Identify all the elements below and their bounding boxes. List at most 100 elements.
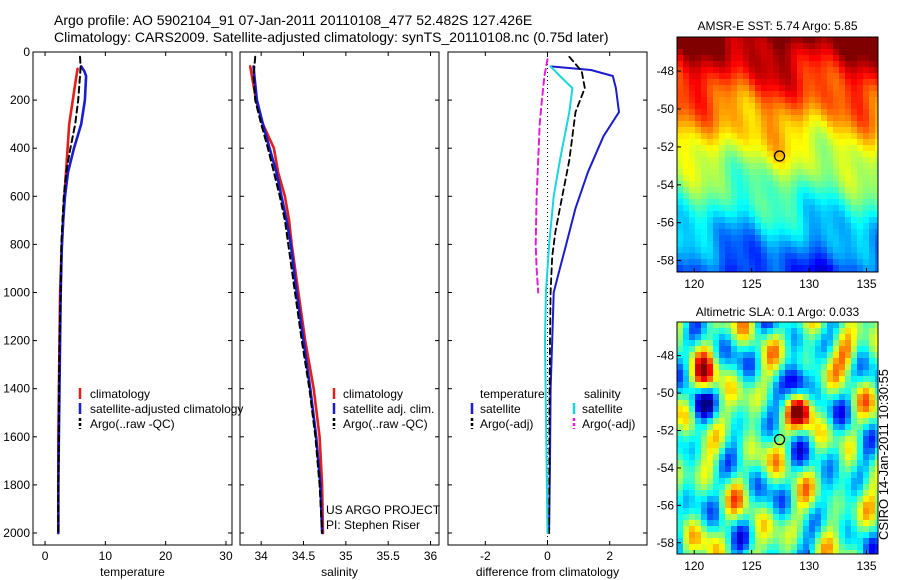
heatmap-cell [695, 109, 702, 116]
heatmap-cell [791, 37, 798, 44]
y-tick-label: 1000 [3, 285, 30, 299]
heatmap-cell [677, 466, 684, 473]
heatmap-cell [767, 223, 774, 230]
heatmap-cell [827, 520, 834, 527]
heatmap-cell [809, 103, 816, 110]
heatmap-cell [701, 508, 708, 515]
heatmap-cell [827, 394, 834, 401]
heatmap-cell [797, 340, 804, 347]
heatmap-cell [677, 97, 684, 104]
heatmap-cell [749, 346, 756, 353]
heatmap-cell [707, 322, 714, 329]
heatmap-cell [839, 520, 846, 527]
heatmap-cell [821, 502, 828, 509]
heatmap-cell [851, 376, 858, 383]
heatmap-cell [773, 382, 780, 389]
heatmap-cell [683, 139, 690, 146]
heatmap-cell [707, 91, 714, 98]
heatmap-cell [755, 382, 762, 389]
heatmap-cell [725, 97, 732, 104]
y-tick-label: -50 [657, 102, 675, 116]
heatmap-cell [803, 448, 810, 455]
heatmap-cell [713, 394, 720, 401]
heatmap-cell [809, 229, 816, 236]
heatmap-cell [683, 223, 690, 230]
heatmap-cell [767, 520, 774, 527]
heatmap-cell [785, 73, 792, 80]
heatmap-cell [863, 199, 870, 206]
heatmap-cell [845, 151, 852, 158]
heatmap-cell [809, 346, 816, 353]
heatmap-cell [767, 91, 774, 98]
heatmap-cell [719, 340, 726, 347]
heatmap-cell [839, 43, 846, 50]
heatmap-cell [737, 139, 744, 146]
heatmap-cell [863, 55, 870, 62]
heatmap-cell [695, 43, 702, 50]
heatmap-cell [749, 328, 756, 335]
heatmap-cell [713, 163, 720, 170]
heatmap-cell [875, 442, 878, 449]
heatmap-cell [749, 163, 756, 170]
heatmap-cell [821, 241, 828, 248]
heatmap-cell [695, 235, 702, 242]
heatmap-cell [833, 211, 840, 218]
heatmap-cell [755, 193, 762, 200]
heatmap-cell [785, 502, 792, 509]
heatmap-cell [845, 223, 852, 230]
heatmap-cell [713, 241, 720, 248]
heatmap-cell [773, 139, 780, 146]
heatmap-cell [785, 424, 792, 431]
heatmap-cell [713, 187, 720, 194]
heatmap-cell [701, 388, 708, 395]
heatmap-cell [743, 265, 750, 272]
heatmap-cell [833, 460, 840, 467]
heatmap-cell [791, 97, 798, 104]
heatmap-cell [845, 346, 852, 353]
heatmap-cell [737, 394, 744, 401]
heatmap-cell [725, 205, 732, 212]
heatmap-cell [791, 538, 798, 545]
heatmap-cell [815, 205, 822, 212]
heatmap-cell [779, 508, 786, 515]
heatmap-cell [701, 79, 708, 86]
x-tick-label: -2 [480, 549, 491, 563]
heatmap-cell [689, 430, 696, 437]
heatmap-cell [743, 175, 750, 182]
heatmap-cell [851, 502, 858, 509]
heatmap-cell [809, 454, 816, 461]
heatmap-cell [875, 550, 878, 554]
heatmap-cell [695, 199, 702, 206]
heatmap-cell [707, 406, 714, 413]
heatmap-cell [761, 436, 768, 443]
heatmap-cell [695, 370, 702, 377]
heatmap-cell [827, 217, 834, 224]
heatmap-cell [683, 532, 690, 539]
heatmap-cell [713, 121, 720, 128]
heatmap-cell [677, 199, 684, 206]
heatmap-cell [695, 121, 702, 128]
heatmap-cell [839, 436, 846, 443]
heatmap-cell [755, 364, 762, 371]
heatmap-cell [689, 352, 696, 359]
heatmap-cell [761, 400, 768, 407]
heatmap-cell [857, 133, 864, 140]
heatmap-cell [875, 181, 878, 188]
map-frame [676, 36, 879, 273]
heatmap-cell [791, 199, 798, 206]
heatmap-cell [737, 55, 744, 62]
heatmap-cell [869, 199, 876, 206]
heatmap-cell [683, 235, 690, 242]
heatmap-cell [845, 376, 852, 383]
heatmap-cell [833, 490, 840, 497]
heatmap-cell [773, 127, 780, 134]
heatmap-cell [869, 352, 876, 359]
heatmap-cell [701, 490, 708, 497]
heatmap-cell [833, 265, 840, 272]
heatmap-cell [689, 490, 696, 497]
heatmap-cell [869, 484, 876, 491]
heatmap-cell [803, 163, 810, 170]
heatmap-cell [773, 103, 780, 110]
heatmap-cell [695, 442, 702, 449]
heatmap-cell [875, 91, 878, 98]
